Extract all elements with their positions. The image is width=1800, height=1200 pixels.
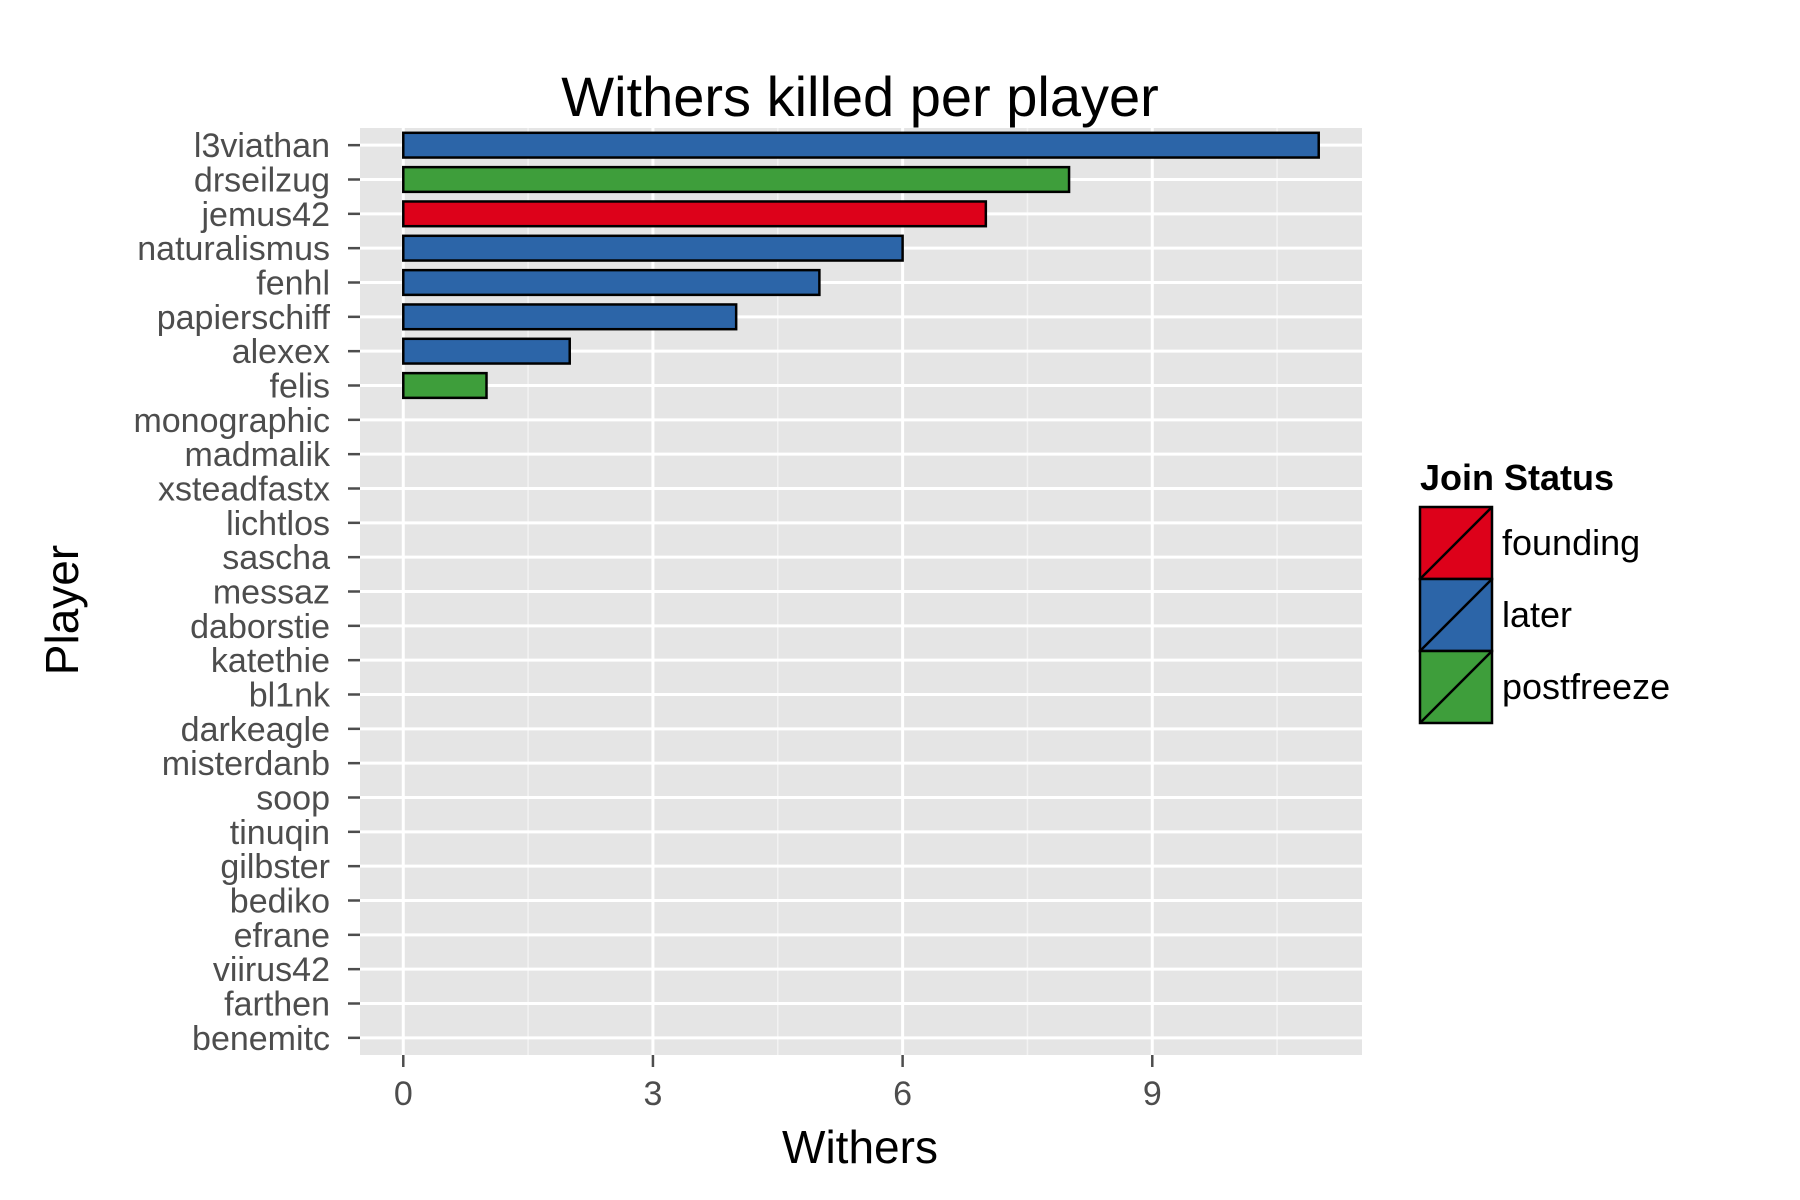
x-axis-title: Withers	[782, 1121, 938, 1173]
legend-item-founding: founding	[1418, 505, 1640, 581]
bar-papierschiff	[402, 303, 738, 331]
y-tick-label: farthen	[224, 986, 330, 1024]
y-tick-label: fenhl	[256, 265, 330, 303]
y-tick-label: jemus42	[200, 196, 330, 234]
y-tick-label: felis	[270, 368, 330, 406]
legend-label: later	[1502, 594, 1572, 635]
plot-panel	[360, 128, 1362, 1055]
y-tick-label: bl1nk	[249, 677, 331, 715]
y-tick-label: messaz	[213, 574, 330, 612]
x-tick-label: 0	[394, 1075, 413, 1113]
y-tick-label: tinuqin	[230, 814, 330, 852]
legend-swatch-slash	[1419, 650, 1493, 724]
y-tick-label: efrane	[234, 917, 330, 955]
legend-label: founding	[1502, 522, 1640, 563]
bar-naturalismus	[402, 234, 904, 262]
bar-jemus42	[402, 200, 988, 228]
y-tick-label: drseilzug	[194, 162, 330, 200]
y-tick-label: viirus42	[213, 951, 330, 989]
legend-item-postfreeze: postfreeze	[1418, 649, 1670, 725]
legend-swatch-slash	[1419, 506, 1493, 580]
y-tick-label: bediko	[230, 883, 330, 921]
y-axis: l3viathandrseilzugjemus42naturalismusfen…	[133, 127, 360, 1058]
bar-fenhl	[402, 268, 821, 297]
y-tick-label: gilbster	[220, 848, 330, 886]
y-tick-label: alexex	[232, 333, 330, 371]
bars	[402, 131, 1320, 400]
y-axis-title: Player	[36, 545, 88, 675]
bar-drseilzug	[402, 165, 1071, 194]
y-tick-label: sascha	[222, 539, 330, 577]
y-tick-label: benemitc	[192, 1020, 330, 1058]
x-axis: 0 3 6 9	[394, 1055, 1162, 1113]
y-tick-label: daborstie	[190, 608, 330, 646]
bar-l3viathan	[402, 131, 1320, 159]
bar-felis	[402, 371, 488, 400]
y-tick-label: l3viathan	[194, 127, 330, 165]
y-tick-label: madmalik	[185, 436, 331, 474]
y-tick-label: misterdanb	[162, 745, 330, 783]
legend-title: Join Status	[1420, 457, 1614, 498]
x-tick-label: 3	[643, 1075, 662, 1113]
x-tick-label: 6	[893, 1075, 912, 1113]
legend-item-later: later	[1418, 577, 1572, 653]
chart-title: Withers killed per player	[561, 65, 1159, 128]
x-tick-label: 9	[1143, 1075, 1162, 1113]
y-tick-label: lichtlos	[226, 505, 330, 543]
legend: Join Status founding later postfreeze	[1418, 457, 1670, 725]
y-tick-label: monographic	[133, 402, 330, 440]
y-tick-label: soop	[256, 780, 330, 818]
legend-swatch-slash	[1419, 578, 1493, 652]
y-tick-label: papierschiff	[157, 299, 331, 337]
bar-alexex	[402, 337, 571, 365]
y-tick-label: darkeagle	[181, 711, 330, 749]
y-tick-label: katethie	[211, 642, 330, 680]
y-tick-label: naturalismus	[137, 230, 330, 268]
y-tick-label: xsteadfastx	[158, 471, 330, 509]
legend-label: postfreeze	[1502, 666, 1670, 707]
